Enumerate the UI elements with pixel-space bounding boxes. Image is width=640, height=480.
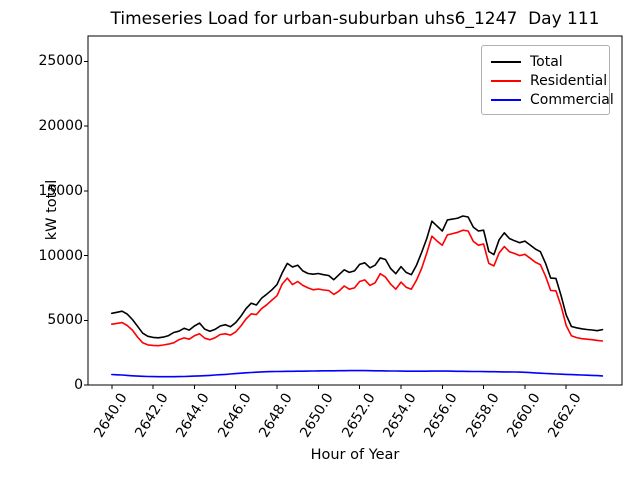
- legend-entry-commercial: Commercial: [491, 90, 614, 109]
- y-axis-label: kW total: [44, 179, 60, 241]
- y-tick-label: 5000: [47, 312, 83, 329]
- y-tick-label: 20000: [38, 118, 83, 135]
- legend-line-swatch: [491, 79, 521, 82]
- legend-line-swatch: [491, 60, 521, 63]
- series-line-commercial: [111, 369, 604, 378]
- y-tick-label: 15000: [38, 182, 83, 199]
- x-axis-label: Hour of Year: [310, 447, 400, 463]
- series-line-total: [111, 215, 604, 339]
- legend: Total Residential Commercial: [481, 45, 614, 115]
- legend-label: Commercial: [530, 91, 614, 108]
- y-tick-label: 10000: [38, 247, 83, 264]
- legend-entry-total: Total: [491, 52, 601, 71]
- series-line-residential: [111, 229, 604, 347]
- chart-title: Timeseries Load for urban-suburban uhs6_…: [110, 9, 600, 29]
- legend-line-swatch: [491, 98, 521, 101]
- legend-label: Total: [530, 53, 563, 70]
- legend-entry-residential: Residential: [491, 71, 607, 90]
- axes-frame: [87, 35, 623, 386]
- y-tick-label: 0: [74, 377, 83, 393]
- legend-label: Residential: [530, 72, 608, 89]
- y-tick-label: 25000: [38, 53, 83, 70]
